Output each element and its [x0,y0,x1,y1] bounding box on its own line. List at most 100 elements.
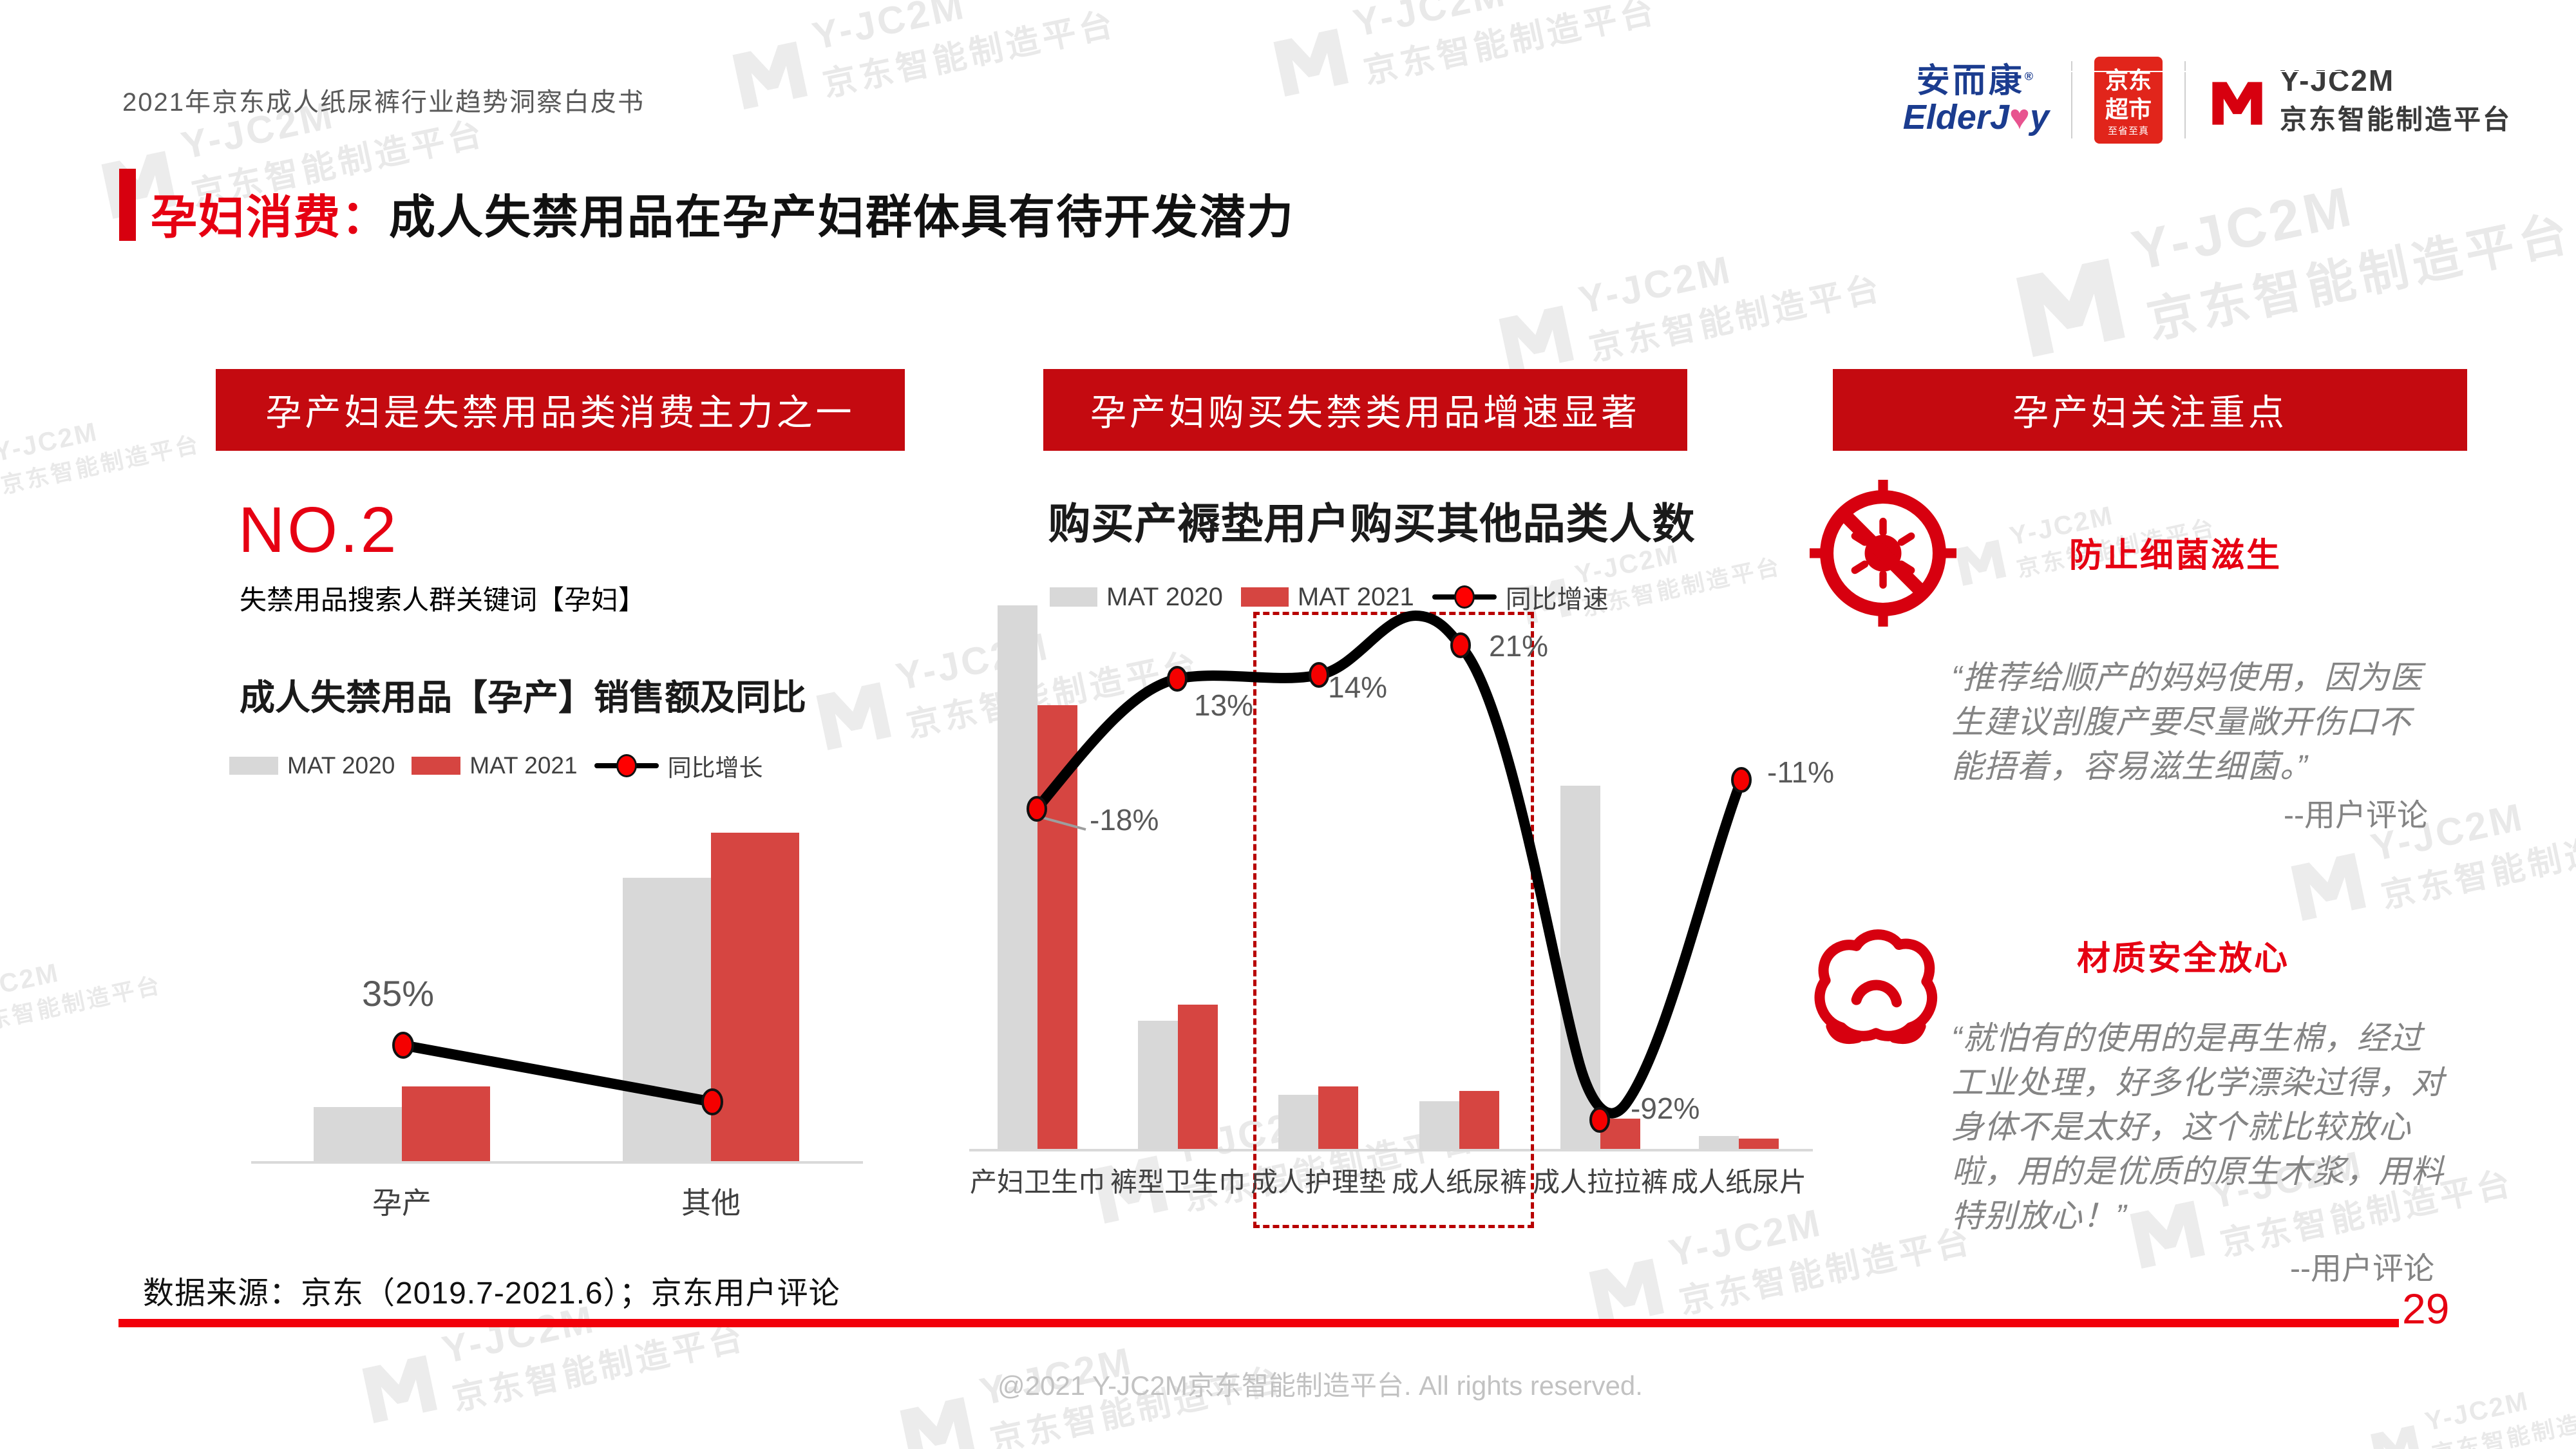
logo-divider [2184,61,2186,138]
page-title-rest: 成人失禁用品在孕产妇群体具有待开发潜力 [389,192,1295,243]
cotton-icon [1814,929,1938,1045]
legend-item-growth: 同比增速 [1432,578,1609,616]
no-bacteria-icon [1810,480,1956,627]
watermark-m-icon [1955,540,2007,586]
bar-mat2020-裤型卫生巾 [1138,1021,1178,1149]
elderjoy-cn-text: 安而康 [1916,62,2025,100]
jd-market-line1: 京东 [2105,66,2152,93]
left-chart-axis [251,1161,863,1164]
elderjoy-en-text: ElderJ [1902,97,2009,137]
middle-chart-axis [969,1149,1813,1151]
banner-middle: 孕产妇购买失禁类用品增速显著 [1043,369,1687,451]
category-label-成人拉拉裤: 成人拉拉裤 [1532,1167,1669,1197]
page-title-highlight: 孕妇消费： [151,192,390,243]
legend-label: MAT 2021 [469,752,578,779]
bar-mat2020-其他 [623,878,711,1161]
legend-label: MAT 2020 [1106,582,1223,611]
watermark-m-icon [2291,853,2367,921]
data-source-note: 数据来源：京东（2019.7-2021.6）；京东用户评论 [143,1276,840,1311]
legend-swatch-red [412,757,461,775]
left-chart-legend: MAT 2020 MAT 2021 同比增长 [229,748,763,783]
watermark-m-icon [1589,1258,1665,1327]
copyright-note: @2021 Y-JC2M京东智能制造平台. All rights reserve… [998,1370,1643,1401]
growth-point-孕产 [392,1032,414,1059]
category-label-产妇卫生巾: 产妇卫生巾 [969,1167,1106,1197]
page-title: 孕妇消费：成人失禁用品在孕产妇群体具有待开发潜力 [151,179,1294,247]
rank-caption: 失禁用品搜索人群关键词【孕妇】 [240,585,646,615]
watermark-m-icon [816,682,892,750]
watermark: Y-JC2M 京东智能制造平台 [2119,1112,2518,1283]
watermark-m-icon [1499,305,1575,374]
watermark-m-icon [900,1397,976,1449]
left-chart-title: 成人失禁用品【孕产】销售额及同比 [240,677,807,717]
legend-item-mat2021: MAT 2021 [1240,583,1414,612]
category-label-成人护理垫: 成人护理垫 [1250,1167,1387,1197]
bar-mat2021-孕产 [402,1086,490,1161]
growth-label-产妇卫生巾: -18% [1090,803,1159,837]
growth-label-孕产: 35% [362,973,435,1014]
user-quote-2: “就怕有的使用的是再生棉，经过工业处理，好多化学漂染过得，对身体不是太好，这个就… [1951,1020,2444,1234]
watermark: Y-JC2M 京东智能制造平台 [0,937,164,1054]
jd-market-divider [1915,70,2342,72]
logo-divider [2070,61,2072,138]
legend-swatch-gray [229,757,278,775]
highlight-dashed-box [1253,612,1534,1228]
bar-mat2021-产妇卫生巾 [1037,705,1077,1149]
middle-chart-title: 购买产褥垫用户购买其他品类人数 [1048,500,1696,547]
watermark: Y-JC2M 京东智能制造平台 [352,1267,750,1438]
legend-item-mat2021: MAT 2021 [412,752,578,779]
bar-mat2020-孕产 [314,1107,402,1161]
category-label-孕产: 孕产 [372,1186,431,1220]
growth-label-成人纸尿裤: 21% [1489,629,1549,663]
elderjoy-logo: 安而康® ElderJ♥y [1903,64,2049,135]
legend-swatch-red [1240,587,1289,607]
watermark-m-icon [732,41,808,109]
jd-market-slogan: 至省至真 [2107,125,2149,137]
bar-mat2021-其他 [711,833,799,1161]
yjc2m-logo: Y-JC2M 京东智能制造平台 [2208,63,2512,137]
growth-label-成人护理垫: 14% [1328,670,1388,704]
legend-item-mat2020: MAT 2020 [1050,583,1223,612]
legend-line-dot-icon [594,754,659,777]
watermark-m-icon [2371,1425,2422,1449]
watermark-m-icon [1273,28,1349,97]
growth-label-成人纸尿片: -11% [1767,755,1834,789]
registered-mark: ® [2024,70,2036,84]
bar-mat2020-成人拉拉裤 [1560,786,1600,1149]
legend-label: MAT 2020 [287,752,395,779]
jd-market-line2: 超市 [2105,95,2152,122]
document-header-title: 2021年京东成人纸尿裤行业趋势洞察白皮书 [122,88,645,117]
focus-point-2-title: 材质安全放心 [2076,940,2289,978]
watermark: Y-JC2M 京东智能制造平台 [806,594,1204,765]
legend-item-mat2020: MAT 2020 [229,752,395,779]
watermark: Y-JC2M 京东智能制造平台 [722,0,1121,124]
category-label-裤型卫生巾: 裤型卫生巾 [1110,1167,1246,1197]
growth-label-成人拉拉裤: -92% [1631,1092,1700,1125]
legend-label: 同比增长 [667,755,763,781]
watermark: Y-JC2M 京东智能制造平台 [1083,1067,1481,1238]
quote-1-source: --用户评论 [2284,799,2428,833]
focus-point-1-title: 防止细菌滋生 [2069,537,2282,574]
quote-2-source: --用户评论 [2290,1252,2434,1286]
watermark: Y-JC2M 京东智能制造平台 [1948,480,2219,596]
watermark: Y-JC2M 京东智能制造平台 [1488,217,1887,388]
category-label-成人纸尿裤: 成人纸尿裤 [1391,1167,1528,1197]
bar-mat2021-裤型卫生巾 [1178,1005,1218,1149]
category-label-成人纸尿片: 成人纸尿片 [1671,1167,1807,1197]
elderjoy-en-text-2: y [2029,97,2049,137]
title-accent-bar [119,169,136,241]
growth-label-裤型卫生巾: 13% [1194,688,1254,722]
bar-mat2020-产妇卫生巾 [998,605,1037,1149]
growth-point-成人纸尿片 [1731,767,1752,793]
yjc2m-m-icon [2212,82,2262,125]
legend-swatch-gray [1050,587,1097,607]
watermark: Y-JC2M 京东智能制造平台 [889,1309,1288,1449]
watermark-m-icon [2016,258,2125,357]
yjc2m-subtitle: 京东智能制造平台 [2279,104,2512,135]
yjc2m-name: Y-JC2M [2279,63,2395,97]
middle-chart-legend: MAT 2020 MAT 2021 同比增速 [1050,578,1609,616]
banner-left: 孕产妇是失禁用品类消费主力之一 [216,369,905,451]
watermark: Y-JC2M 京东智能制造平台 [2000,130,2576,379]
watermark: Y-JC2M 京东智能制造平台 [1578,1170,1977,1341]
